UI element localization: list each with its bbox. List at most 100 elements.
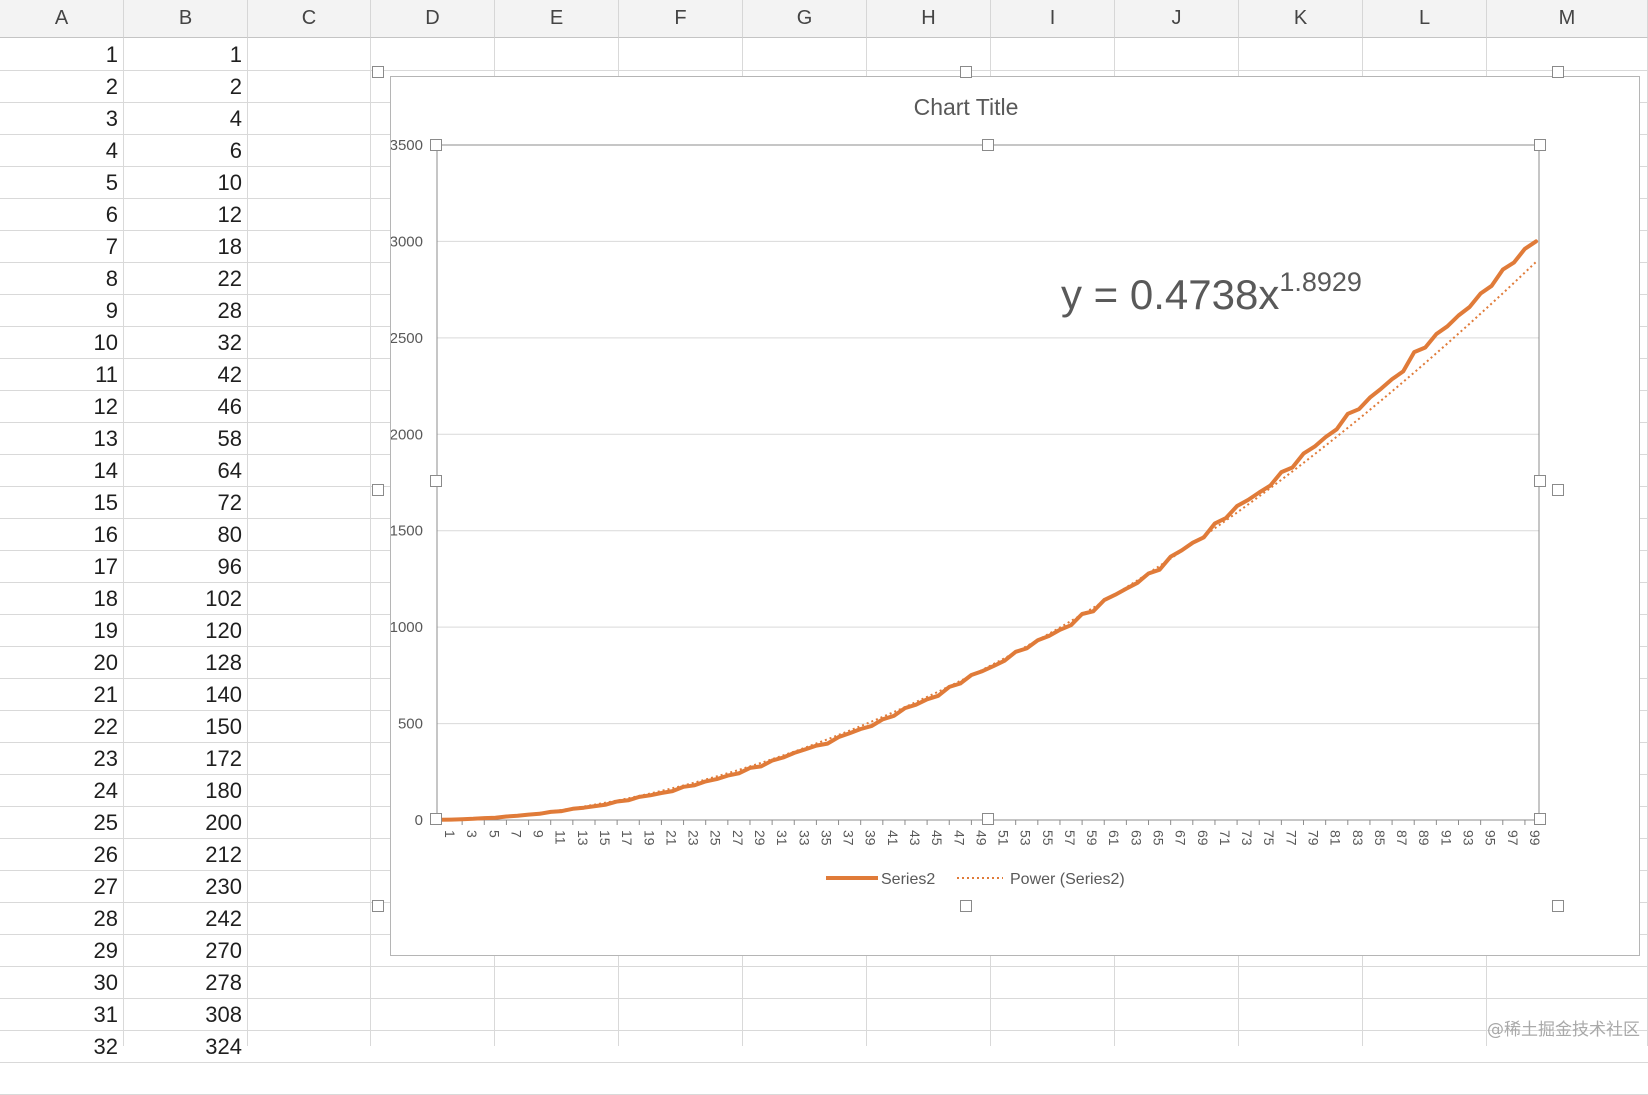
cell-b10[interactable]: 32 [217,330,242,355]
cell-b31[interactable]: 308 [205,1002,242,1027]
cell-b29[interactable]: 270 [205,938,242,963]
cell-a9[interactable]: 9 [105,298,118,323]
column-header-j[interactable]: J [1115,0,1239,38]
resize-handle[interactable] [372,66,384,78]
resize-handle[interactable] [1534,139,1546,151]
column-header-h[interactable]: H [867,0,991,38]
chart-title[interactable]: Chart Title [914,94,1019,120]
cell-b6[interactable]: 12 [217,202,242,227]
cell-a14[interactable]: 14 [93,458,118,483]
cell-a4[interactable]: 4 [105,138,118,163]
cell-a22[interactable]: 22 [93,714,118,739]
column-header-l[interactable]: L [1363,0,1487,38]
x-tick-label: 59 [1084,830,1100,846]
cell-b12[interactable]: 46 [217,394,242,419]
cell-a25[interactable]: 25 [93,810,118,835]
cell-a2[interactable]: 2 [105,74,118,99]
cell-b27[interactable]: 230 [205,874,242,899]
cell-b32[interactable]: 324 [205,1034,242,1059]
cell-b24[interactable]: 180 [205,778,242,803]
trendline-equation-label[interactable]: y = 0.4738x1.8929 [1061,267,1362,318]
cell-b15[interactable]: 72 [217,490,242,515]
cell-b30[interactable]: 278 [205,970,242,995]
column-header-i[interactable]: I [991,0,1115,38]
cell-b23[interactable]: 172 [205,746,242,771]
cell-a28[interactable]: 28 [93,906,118,931]
cell-a3[interactable]: 3 [105,106,118,131]
resize-handle[interactable] [1552,66,1564,78]
column-header-e[interactable]: E [495,0,619,38]
cell-b18[interactable]: 102 [205,586,242,611]
column-header-c[interactable]: C [248,0,371,38]
cell-a11[interactable]: 11 [95,362,118,387]
cell-a26[interactable]: 26 [93,842,118,867]
cell-a5[interactable]: 5 [105,170,118,195]
column-header-g[interactable]: G [743,0,867,38]
cell-b1[interactable]: 1 [229,42,242,67]
cell-b13[interactable]: 58 [217,426,242,451]
cell-b17[interactable]: 96 [217,554,242,579]
column-header-d[interactable]: D [371,0,495,38]
cell-b11[interactable]: 42 [217,362,242,387]
cell-a24[interactable]: 24 [93,778,118,803]
cell-a18[interactable]: 18 [93,586,118,611]
column-header-f[interactable]: F [619,0,743,38]
resize-handle[interactable] [430,475,442,487]
resize-handle[interactable] [430,813,442,825]
cell-b25[interactable]: 200 [205,810,242,835]
column-header-a[interactable]: A [0,0,124,38]
x-tick-label: 17 [619,830,635,846]
resize-handle[interactable] [982,813,994,825]
resize-handle[interactable] [1534,475,1546,487]
cell-b22[interactable]: 150 [205,714,242,739]
cell-b4[interactable]: 6 [229,138,242,163]
cell-b3[interactable]: 4 [229,106,242,131]
cell-b26[interactable]: 212 [205,842,242,867]
resize-handle[interactable] [982,139,994,151]
resize-handle[interactable] [1552,900,1564,912]
cell-a10[interactable]: 10 [93,330,118,355]
resize-handle[interactable] [960,900,972,912]
cell-b21[interactable]: 140 [205,682,242,707]
column-header-m[interactable]: M [1487,0,1648,38]
cell-b2[interactable]: 2 [229,74,242,99]
cell-a30[interactable]: 30 [93,970,118,995]
chart-legend[interactable]: Series2 Power (Series2) [826,871,1125,888]
column-header-k[interactable]: K [1239,0,1363,38]
cell-b7[interactable]: 18 [217,234,242,259]
resize-handle[interactable] [430,139,442,151]
cell-a7[interactable]: 7 [105,234,118,259]
cell-b20[interactable]: 128 [205,650,242,675]
cell-b9[interactable]: 28 [217,298,242,323]
cell-a17[interactable]: 17 [93,554,118,579]
cell-b14[interactable]: 64 [217,458,242,483]
cell-a32[interactable]: 32 [93,1034,118,1059]
cell-a20[interactable]: 20 [93,650,118,675]
cell-a16[interactable]: 16 [93,522,118,547]
resize-handle[interactable] [372,484,384,496]
cell-b16[interactable]: 80 [217,522,242,547]
cell-a15[interactable]: 15 [93,490,118,515]
cell-a12[interactable]: 12 [93,394,118,419]
cell-a29[interactable]: 29 [93,938,118,963]
cell-a23[interactable]: 23 [93,746,118,771]
cell-b8[interactable]: 22 [217,266,242,291]
cell-a31[interactable]: 31 [93,1002,118,1027]
cell-a13[interactable]: 13 [93,426,118,451]
resize-handle[interactable] [960,66,972,78]
cell-a27[interactable]: 27 [93,874,118,899]
cell-a1[interactable]: 1 [105,42,118,67]
cell-b19[interactable]: 120 [205,618,242,643]
x-tick-label: 25 [708,830,724,846]
cell-a21[interactable]: 21 [93,682,118,707]
chart-object[interactable]: Chart Title 0 500 1000 1500 2000 2500 3000 3500… [390,76,1640,956]
cell-a19[interactable]: 19 [93,618,118,643]
cell-b5[interactable]: 10 [217,170,242,195]
cell-a6[interactable]: 6 [105,202,118,227]
column-header-b[interactable]: B [124,0,248,38]
resize-handle[interactable] [1552,484,1564,496]
cell-b28[interactable]: 242 [205,906,242,931]
resize-handle[interactable] [1534,813,1546,825]
cell-a8[interactable]: 8 [105,266,118,291]
resize-handle[interactable] [372,900,384,912]
